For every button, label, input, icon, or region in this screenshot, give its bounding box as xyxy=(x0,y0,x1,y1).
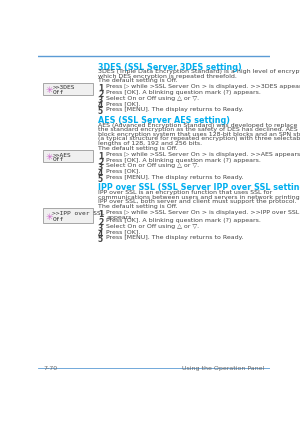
Text: 5: 5 xyxy=(98,175,103,184)
Text: IPP over SSL, both server and client must support the protocol.: IPP over SSL, both server and client mus… xyxy=(98,199,296,204)
Text: AES (Advanced Encryption Standard) was developed to replace DES as: AES (Advanced Encryption Standard) was d… xyxy=(98,122,300,128)
Text: lengths of 128, 192 and 256 bits.: lengths of 128, 192 and 256 bits. xyxy=(98,141,202,146)
Text: 2: 2 xyxy=(98,218,103,227)
Text: Select On or Off using △ or ▽.: Select On or Off using △ or ▽. xyxy=(106,163,200,168)
Text: appears.: appears. xyxy=(106,215,134,220)
Text: 3: 3 xyxy=(98,163,103,172)
Text: Press ▷ while >SSL Server On > is displayed. >>IPP over SSL: Press ▷ while >SSL Server On > is displa… xyxy=(106,210,300,215)
Text: Press [MENU]. The display returns to Ready.: Press [MENU]. The display returns to Rea… xyxy=(106,107,244,112)
Text: 4: 4 xyxy=(98,102,103,111)
Text: 5: 5 xyxy=(98,235,103,244)
Text: ✳: ✳ xyxy=(45,86,53,95)
Text: 2: 2 xyxy=(98,90,103,99)
Text: Press [OK].: Press [OK]. xyxy=(106,169,141,174)
Text: Press ▷ while >SSL Server On > is displayed. >>3DES appears.: Press ▷ while >SSL Server On > is displa… xyxy=(106,85,300,90)
Text: IPP over SSL (SSL Server IPP over SSL setting): IPP over SSL (SSL Server IPP over SSL se… xyxy=(98,184,300,193)
Text: ✳: ✳ xyxy=(45,212,53,222)
Text: 3: 3 xyxy=(98,96,103,105)
Text: which DES encryption is repeated threefold.: which DES encryption is repeated threefo… xyxy=(98,74,237,79)
Text: 4: 4 xyxy=(98,230,103,239)
Text: >>3DES: >>3DES xyxy=(52,85,75,90)
Text: Press ▷ while >SSL Server On > is displayed. >>AES appears.: Press ▷ while >SSL Server On > is displa… xyxy=(106,152,300,157)
Text: 3DES (Triple Data Encryption Standard) is a high level of encryption in: 3DES (Triple Data Encryption Standard) i… xyxy=(98,69,300,74)
Text: 3DES (SSL Server 3DES setting): 3DES (SSL Server 3DES setting) xyxy=(98,62,242,71)
Text: The default setting is Off.: The default setting is Off. xyxy=(98,204,178,209)
Text: Press [OK]. A blinking question mark (?) appears.: Press [OK]. A blinking question mark (?)… xyxy=(106,90,261,95)
Text: Select On or Off using △ or ▽.: Select On or Off using △ or ▽. xyxy=(106,96,200,101)
Text: 2: 2 xyxy=(98,158,103,167)
Text: 4: 4 xyxy=(98,169,103,178)
Text: (a typical structure for repeated encryption) with three selectable key: (a typical structure for repeated encryp… xyxy=(98,136,300,142)
Text: 1: 1 xyxy=(98,85,103,94)
Text: IPP over SSL is an encryption function that uses SSL for: IPP over SSL is an encryption function t… xyxy=(98,190,272,195)
FancyBboxPatch shape xyxy=(43,150,93,162)
Text: Press [OK]. A blinking question mark (?) appears.: Press [OK]. A blinking question mark (?)… xyxy=(106,158,261,163)
Text: Off: Off xyxy=(52,90,64,95)
Text: The default setting is Off.: The default setting is Off. xyxy=(98,78,178,83)
Text: Off: Off xyxy=(52,157,64,162)
Text: Press [OK]. A blinking question mark (?) appears.: Press [OK]. A blinking question mark (?)… xyxy=(106,218,261,224)
Text: >>IPP over SSL: >>IPP over SSL xyxy=(52,211,105,216)
Text: Press [MENU]. The display returns to Ready.: Press [MENU]. The display returns to Rea… xyxy=(106,235,244,241)
Text: Select On or Off using △ or ▽.: Select On or Off using △ or ▽. xyxy=(106,224,200,229)
Text: The default setting is Off.: The default setting is Off. xyxy=(98,146,178,151)
Text: Press [MENU]. The display returns to Ready.: Press [MENU]. The display returns to Rea… xyxy=(106,175,244,180)
Text: 5: 5 xyxy=(98,107,103,116)
Text: AES (SSL Server AES setting): AES (SSL Server AES setting) xyxy=(98,116,230,125)
Text: block encryption system that uses 128-bit blocks and an SPN structure: block encryption system that uses 128-bi… xyxy=(98,132,300,137)
Text: the standard encryption as the safety of DES has declined. AES is a: the standard encryption as the safety of… xyxy=(98,127,300,132)
Text: 7-70: 7-70 xyxy=(44,366,58,371)
Text: 1: 1 xyxy=(98,152,103,161)
Text: 3: 3 xyxy=(98,224,103,233)
Text: communications between users and servers in network printing. To use: communications between users and servers… xyxy=(98,195,300,200)
Text: 1: 1 xyxy=(98,210,103,219)
Text: ✳: ✳ xyxy=(45,153,53,162)
Text: Press [OK].: Press [OK]. xyxy=(106,230,141,235)
FancyBboxPatch shape xyxy=(43,83,93,95)
Text: Press [OK].: Press [OK]. xyxy=(106,102,141,106)
Text: Using the Operation Panel: Using the Operation Panel xyxy=(182,366,264,371)
FancyBboxPatch shape xyxy=(43,209,93,223)
Text: >>AES: >>AES xyxy=(52,153,71,158)
Text: Off: Off xyxy=(52,217,64,221)
